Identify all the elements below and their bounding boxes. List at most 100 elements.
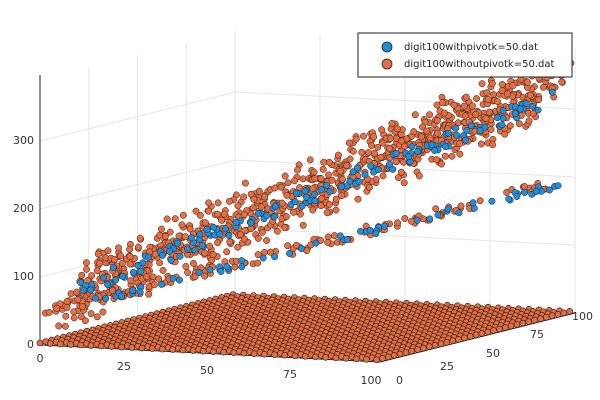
bottom-point-99-69: [507, 322, 515, 330]
point-without-pivot-663: [281, 224, 289, 232]
legend-label-with-pivot: digit100withpivotk=50.dat: [404, 42, 538, 53]
bottom-point-99-30: [431, 341, 439, 349]
bottom-point-0-0: [36, 339, 44, 347]
point-without-pivot-572: [258, 228, 266, 236]
point-without-pivot-767: [181, 233, 189, 241]
point-with-pivot-1062: [338, 183, 346, 190]
point-with-pivot-lower-1211: [372, 230, 380, 238]
point-without-pivot-899: [118, 259, 126, 267]
point-without-pivot-799: [494, 98, 501, 105]
point-without-pivot-875: [143, 273, 151, 281]
point-without-pivot-818: [291, 177, 298, 185]
bottom-point-27-0: [128, 344, 136, 351]
point-without-pivot-branch-916: [231, 263, 239, 271]
point-without-pivot-450: [226, 238, 234, 246]
point-without-pivot-678: [438, 160, 445, 168]
point-with-pivot-1027: [129, 268, 137, 276]
bottom-point-99-87: [542, 313, 550, 321]
bottom-point-99-42: [455, 335, 462, 343]
bottom-point-6-0: [57, 340, 64, 348]
point-with-pivot-lower-1215: [380, 222, 388, 230]
point-without-pivot-891: [309, 206, 317, 214]
point-with-pivot-1076: [191, 246, 199, 254]
point-without-pivot-660: [400, 179, 408, 187]
point-without-pivot-692: [178, 221, 186, 229]
point-with-pivot-1135: [323, 181, 330, 189]
point-with-pivot-1121: [198, 242, 206, 250]
point-with-pivot-lower-1179: [169, 274, 177, 282]
bottom-point-48-0: [199, 347, 207, 355]
bottom-point-57-0: [230, 349, 238, 357]
tick-labels: 0 100 200 300 0 25 50 75 100 0 25 50 75 …: [13, 134, 593, 387]
point-with-pivot-1142: [271, 202, 279, 210]
point-without-pivot-855: [346, 155, 354, 163]
point-without-pivot-741: [482, 115, 490, 122]
point-with-pivot-1049: [349, 168, 357, 176]
point-without-pivot-605: [418, 133, 425, 141]
point-without-pivot-895: [250, 195, 258, 203]
point-without-pivot-596: [448, 152, 456, 160]
point-without-pivot-branch-1006: [254, 259, 262, 267]
point-without-pivot-287: [299, 221, 307, 229]
point-without-pivot-812: [489, 141, 497, 149]
point-without-pivot-479: [254, 234, 262, 242]
point-without-pivot-740: [535, 96, 543, 104]
point-without-pivot-839: [529, 110, 537, 118]
bottom-point-81-0: [312, 353, 319, 361]
point-with-pivot-1064: [210, 223, 218, 231]
bottom-point-99-54: [478, 330, 486, 337]
point-without-pivot-615: [352, 135, 360, 143]
bottom-point-99-75: [519, 319, 527, 327]
point-without-pivot-654: [462, 93, 470, 101]
bottom-point-99-3: [379, 355, 386, 362]
point-without-pivot-branch-973: [394, 219, 402, 227]
point-without-pivot-698: [478, 80, 486, 88]
point-without-pivot-301: [45, 308, 53, 316]
point-without-pivot-617: [371, 149, 378, 157]
point-without-pivot-783: [261, 193, 269, 201]
point-without-pivot-376: [223, 248, 231, 256]
point-without-pivot-701: [379, 172, 387, 180]
point-with-pivot-1118: [476, 127, 484, 134]
point-without-pivot-759: [358, 148, 366, 156]
bottom-point-99-6: [384, 353, 392, 361]
point-without-pivot-879: [338, 175, 346, 183]
point-with-pivot-lower-1208: [118, 292, 125, 300]
point-without-pivot-390: [234, 243, 242, 251]
bottom-point-15-0: [87, 342, 95, 349]
point-with-pivot-lower-1213: [343, 236, 351, 244]
point-without-pivot-898: [484, 96, 492, 103]
legend-label-without-pivot: digit100withoutpivotk=50.dat: [404, 59, 554, 70]
y-tick-100: 100: [572, 310, 593, 323]
point-without-pivot-834: [398, 137, 406, 145]
point-without-pivot-499: [171, 215, 179, 223]
point-with-pivot-1095: [104, 281, 112, 289]
point-with-pivot-1134: [254, 209, 262, 217]
point-with-pivot-1120: [100, 274, 108, 282]
point-without-pivot-780: [93, 267, 101, 275]
point-without-pivot-branch-999: [331, 232, 338, 240]
point-without-pivot-187: [515, 120, 523, 128]
point-without-pivot-781: [282, 213, 290, 221]
point-without-pivot-292: [81, 317, 89, 325]
point-without-pivot-765: [186, 225, 194, 233]
point-without-pivot-branch-980: [293, 241, 300, 249]
bottom-point-99-24: [420, 344, 427, 352]
z-tick-100: 100: [13, 270, 34, 283]
point-without-pivot-843: [456, 140, 464, 147]
point-with-pivot-1080: [184, 245, 191, 253]
bottom-point-99-21: [414, 346, 421, 353]
bottom-point-99-66: [501, 324, 509, 331]
point-without-pivot-650: [334, 151, 342, 159]
point-without-pivot-223: [539, 83, 547, 91]
point-without-pivot-324: [501, 130, 509, 138]
point-without-pivot-828: [325, 201, 333, 208]
point-with-pivot-1140: [165, 247, 173, 255]
bottom-point-93-0: [352, 355, 360, 363]
point-without-pivot-859: [461, 112, 469, 120]
point-without-pivot-branch-1008: [150, 281, 158, 289]
point-without-pivot-121: [325, 171, 332, 179]
point-without-pivot-234: [263, 237, 271, 244]
point-with-pivot-1061: [263, 212, 271, 220]
bottom-point-99-9: [390, 352, 398, 359]
